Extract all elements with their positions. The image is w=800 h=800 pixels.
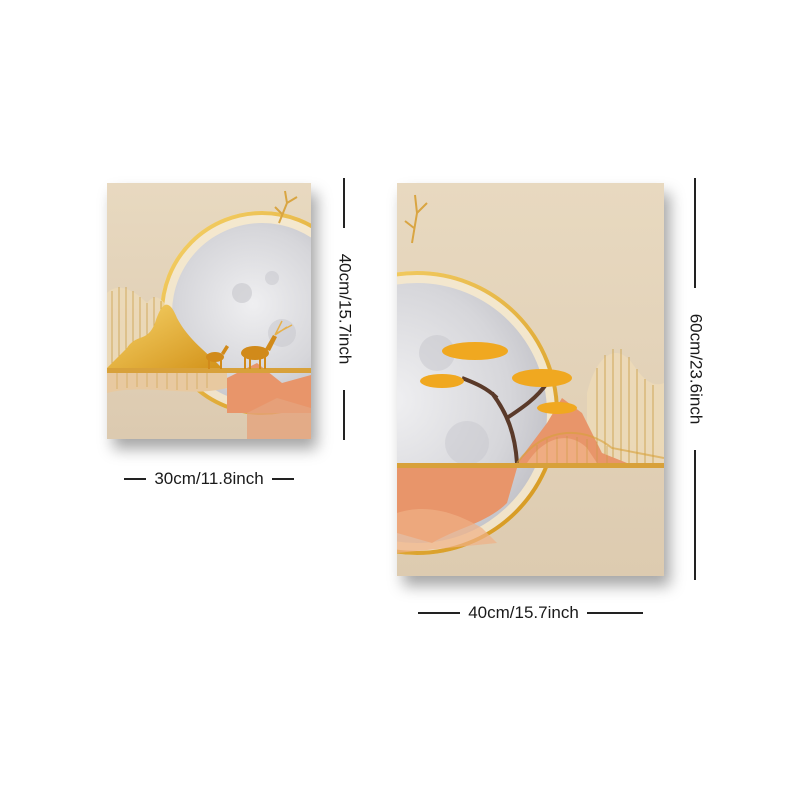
dimension-line xyxy=(694,450,696,580)
wave-stripes xyxy=(516,431,664,464)
bonsai-tree xyxy=(420,342,577,464)
dimension-line xyxy=(124,478,147,480)
small-canvas-print xyxy=(107,183,311,439)
large-width-label: 40cm/15.7inch xyxy=(468,603,579,622)
dimension-line xyxy=(343,390,345,440)
gold-branch xyxy=(274,190,298,224)
small-height-dimension: 40cm/15.7inch xyxy=(332,178,356,440)
large-canvas-print xyxy=(397,183,664,576)
large-height-label: 60cm/23.6inch xyxy=(686,313,706,425)
dimension-line xyxy=(586,612,643,614)
large-width-dimension: 40cm/15.7inch xyxy=(397,601,664,625)
large-canvas-artwork xyxy=(397,183,664,576)
small-width-dimension: 30cm/11.8inch xyxy=(107,467,311,491)
dimension-line xyxy=(271,478,294,480)
small-width-label: 30cm/11.8inch xyxy=(154,469,264,488)
dimension-line xyxy=(343,178,345,228)
gold-branch xyxy=(404,194,428,244)
gold-deer xyxy=(206,320,293,369)
dimension-line xyxy=(694,178,696,288)
dimension-line xyxy=(418,612,461,614)
small-height-label: 40cm/15.7inch xyxy=(335,253,355,365)
striped-mountain xyxy=(587,349,664,463)
gold-mountain xyxy=(107,304,222,368)
large-height-dimension: 60cm/23.6inch xyxy=(683,178,707,580)
small-canvas-artwork xyxy=(107,183,311,439)
